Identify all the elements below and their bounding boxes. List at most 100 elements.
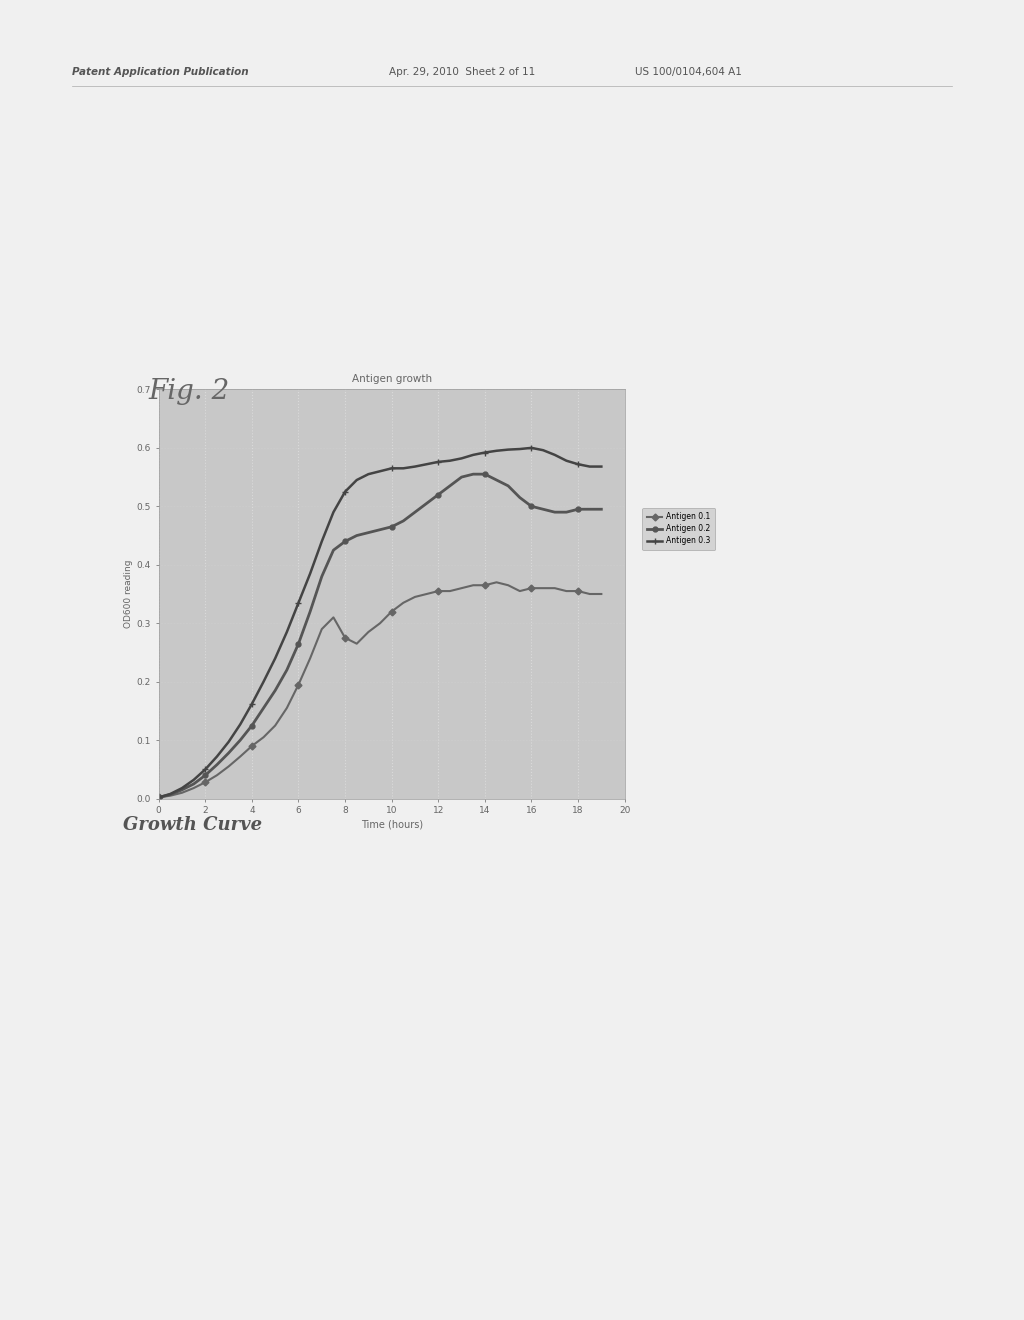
Antigen 0.2 — [339, 533, 351, 549]
Antigen 0.2 — [560, 504, 572, 520]
Antigen 0.2 — [199, 767, 212, 783]
Antigen 0.3 — [304, 565, 316, 581]
Antigen 0.2 — [584, 502, 596, 517]
Antigen 0.1 — [328, 610, 340, 626]
Antigen 0.3 — [350, 473, 362, 488]
Antigen 0.1 — [479, 577, 492, 593]
Antigen 0.2 — [456, 469, 468, 484]
Antigen 0.2 — [211, 756, 223, 772]
Antigen 0.3 — [397, 461, 410, 477]
Antigen 0.1 — [525, 581, 538, 597]
Antigen 0.3 — [385, 461, 397, 477]
Antigen 0.1 — [374, 615, 386, 631]
Antigen 0.3 — [234, 717, 247, 733]
Text: Growth Curve: Growth Curve — [123, 816, 262, 834]
Antigen 0.3 — [479, 445, 492, 461]
Antigen 0.3 — [362, 466, 375, 482]
Antigen 0.2 — [571, 502, 584, 517]
Antigen 0.2 — [514, 490, 526, 506]
Antigen 0.3 — [176, 780, 188, 796]
Antigen 0.3 — [443, 453, 456, 469]
Antigen 0.2 — [315, 569, 328, 585]
Antigen 0.1 — [443, 583, 456, 599]
Antigen 0.1 — [176, 785, 188, 801]
Antigen 0.1 — [199, 775, 212, 791]
Antigen 0.2 — [246, 718, 258, 734]
Antigen 0.2 — [304, 603, 316, 619]
Antigen 0.2 — [385, 519, 397, 535]
Antigen 0.3 — [537, 442, 549, 458]
Y-axis label: OD600 reading: OD600 reading — [124, 560, 132, 628]
Antigen 0.3 — [153, 789, 165, 805]
Text: Fig. 2: Fig. 2 — [148, 378, 229, 405]
Antigen 0.2 — [409, 504, 421, 520]
Antigen 0.3 — [293, 595, 305, 611]
Antigen 0.1 — [246, 738, 258, 754]
Antigen 0.2 — [525, 499, 538, 515]
Antigen 0.3 — [595, 458, 607, 474]
Antigen 0.2 — [153, 789, 165, 805]
Antigen 0.1 — [164, 788, 176, 804]
Antigen 0.3 — [374, 463, 386, 479]
Antigen 0.1 — [560, 583, 572, 599]
Antigen 0.2 — [350, 528, 362, 544]
Title: Antigen growth: Antigen growth — [351, 375, 432, 384]
Antigen 0.3 — [328, 504, 340, 520]
Legend: Antigen 0.1, Antigen 0.2, Antigen 0.3: Antigen 0.1, Antigen 0.2, Antigen 0.3 — [642, 508, 715, 550]
Antigen 0.3 — [490, 444, 503, 459]
Antigen 0.1 — [187, 780, 200, 796]
Antigen 0.2 — [397, 513, 410, 529]
Antigen 0.3 — [199, 762, 212, 777]
Antigen 0.2 — [269, 682, 282, 698]
Antigen 0.3 — [525, 440, 538, 455]
Antigen 0.1 — [456, 581, 468, 597]
Antigen 0.3 — [269, 651, 282, 667]
Antigen 0.1 — [584, 586, 596, 602]
Antigen 0.3 — [584, 458, 596, 474]
Antigen 0.1 — [293, 677, 305, 693]
Antigen 0.2 — [293, 636, 305, 652]
Antigen 0.3 — [502, 442, 514, 458]
Antigen 0.1 — [350, 636, 362, 652]
Antigen 0.2 — [257, 700, 269, 715]
Text: Patent Application Publication: Patent Application Publication — [72, 67, 248, 78]
Antigen 0.3 — [187, 772, 200, 788]
Antigen 0.3 — [257, 673, 269, 689]
Antigen 0.1 — [234, 748, 247, 764]
Antigen 0.2 — [595, 502, 607, 517]
Antigen 0.1 — [432, 583, 444, 599]
Antigen 0.2 — [467, 466, 479, 482]
Line: Antigen 0.2: Antigen 0.2 — [157, 471, 604, 800]
Antigen 0.1 — [467, 577, 479, 593]
Antigen 0.2 — [222, 744, 234, 760]
Antigen 0.3 — [246, 696, 258, 711]
Antigen 0.2 — [187, 776, 200, 792]
Antigen 0.2 — [432, 487, 444, 503]
Antigen 0.1 — [595, 586, 607, 602]
Antigen 0.2 — [362, 524, 375, 541]
Antigen 0.1 — [397, 595, 410, 611]
Antigen 0.1 — [571, 583, 584, 599]
Antigen 0.2 — [537, 502, 549, 517]
Antigen 0.1 — [281, 700, 293, 715]
Antigen 0.3 — [281, 624, 293, 640]
Line: Antigen 0.1: Antigen 0.1 — [157, 579, 604, 800]
Antigen 0.1 — [409, 589, 421, 605]
Antigen 0.2 — [164, 787, 176, 803]
Antigen 0.3 — [222, 734, 234, 750]
Antigen 0.2 — [502, 478, 514, 494]
Antigen 0.2 — [443, 478, 456, 494]
Antigen 0.3 — [339, 483, 351, 499]
Line: Antigen 0.3: Antigen 0.3 — [156, 445, 605, 801]
Antigen 0.3 — [549, 447, 561, 463]
Antigen 0.2 — [281, 663, 293, 678]
Antigen 0.2 — [479, 466, 492, 482]
Antigen 0.1 — [537, 581, 549, 597]
Antigen 0.1 — [490, 574, 503, 590]
Antigen 0.1 — [153, 789, 165, 805]
Antigen 0.2 — [328, 543, 340, 558]
Antigen 0.1 — [362, 624, 375, 640]
Antigen 0.2 — [490, 473, 503, 488]
Antigen 0.3 — [432, 454, 444, 470]
Antigen 0.3 — [560, 453, 572, 469]
